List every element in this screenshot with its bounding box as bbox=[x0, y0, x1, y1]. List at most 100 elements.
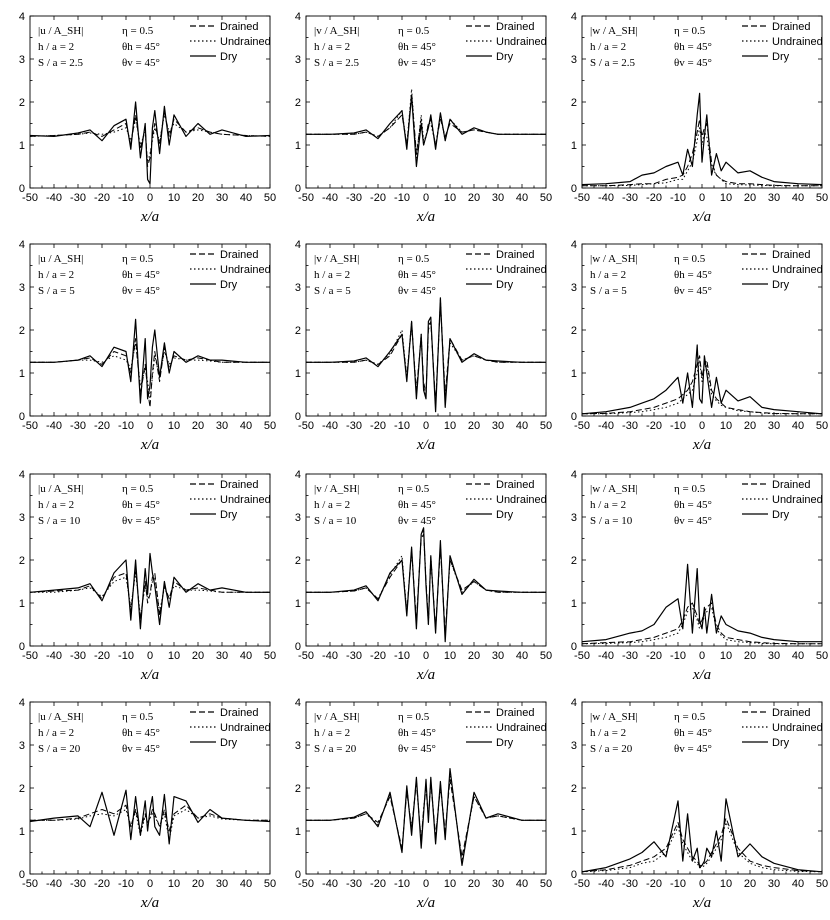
theta-h-label: θh = 45° bbox=[122, 41, 160, 53]
legend-label-undrained: Undrained bbox=[220, 494, 271, 506]
legend-label-dry: Dry bbox=[772, 51, 790, 63]
x-axis-label: x/a bbox=[692, 437, 711, 453]
x-tick-label: -10 bbox=[118, 650, 134, 662]
theta-h-label: θh = 45° bbox=[674, 499, 712, 511]
x-tick-label: 50 bbox=[540, 192, 552, 204]
series-line-undrained bbox=[30, 342, 270, 400]
series-line-undrained bbox=[582, 127, 822, 187]
x-tick-label: 10 bbox=[720, 650, 732, 662]
y-tick-label: 2 bbox=[19, 555, 25, 567]
spacing-ratio-label: S / a = 20 bbox=[314, 743, 357, 755]
legend-label-drained: Drained bbox=[496, 249, 535, 261]
x-tick-label: 40 bbox=[240, 420, 252, 432]
series-line-dry bbox=[306, 297, 546, 413]
x-tick-label: -40 bbox=[46, 650, 62, 662]
spacing-ratio-label: S / a = 10 bbox=[314, 515, 357, 527]
y-tick-label: 1 bbox=[295, 140, 301, 152]
y-tick-label: 4 bbox=[19, 239, 25, 251]
x-tick-label: -50 bbox=[22, 420, 38, 432]
series-line-dry bbox=[306, 527, 546, 643]
y-tick-label: 3 bbox=[19, 54, 25, 66]
chart-panel-5: 0 1 2 3 4 -50 -40 -30 -20 -10 0 10 20 30 40 50 x/a |v / A… bbox=[295, 239, 552, 453]
depth-ratio-label: h / a = 2 bbox=[38, 727, 74, 739]
x-tick-label: -50 bbox=[574, 650, 590, 662]
x-tick-label: -10 bbox=[394, 650, 410, 662]
x-tick-label: -40 bbox=[46, 420, 62, 432]
legend-label-undrained: Undrained bbox=[772, 264, 823, 276]
legend-label-undrained: Undrained bbox=[220, 722, 271, 734]
eta-label: η = 0.5 bbox=[674, 483, 706, 495]
x-axis-label: x/a bbox=[692, 209, 711, 225]
depth-ratio-label: h / a = 2 bbox=[314, 727, 350, 739]
y-tick-label: 0 bbox=[295, 869, 301, 881]
x-tick-label: 0 bbox=[423, 650, 429, 662]
series-line-drained bbox=[29, 110, 271, 167]
x-tick-label: 50 bbox=[540, 878, 552, 890]
y-tick-label: 1 bbox=[571, 368, 577, 380]
legend-label-dry: Dry bbox=[496, 279, 514, 291]
y-tick-label: 2 bbox=[571, 783, 577, 795]
x-tick-label: -30 bbox=[622, 192, 638, 204]
legend-label-undrained: Undrained bbox=[772, 494, 823, 506]
x-tick-label: -50 bbox=[22, 192, 38, 204]
chart-panel-8: 0 1 2 3 4 -50 -40 -30 -20 -10 0 10 20 30 40 50 x/a |v / A… bbox=[295, 469, 552, 683]
eta-label: η = 0.5 bbox=[674, 25, 706, 37]
x-tick-label: -40 bbox=[598, 192, 614, 204]
series-line-undrained bbox=[581, 606, 822, 645]
eta-label: η = 0.5 bbox=[122, 25, 154, 37]
series-line-undrained bbox=[30, 809, 270, 841]
y-tick-label: 4 bbox=[19, 11, 25, 23]
x-tick-label: -50 bbox=[298, 192, 314, 204]
y-tick-label: 1 bbox=[295, 598, 301, 610]
legend-label-undrained: Undrained bbox=[772, 722, 823, 734]
y-tick-label: 0 bbox=[571, 183, 577, 195]
theta-v-label: θv = 45° bbox=[122, 743, 160, 755]
y-tick-label: 2 bbox=[19, 97, 25, 109]
series-line-dry bbox=[306, 767, 546, 866]
eta-label: η = 0.5 bbox=[398, 25, 430, 37]
component-label: |u / A_SH| bbox=[38, 483, 83, 495]
spacing-ratio-label: S / a = 5 bbox=[314, 285, 351, 297]
x-tick-label: 50 bbox=[264, 192, 276, 204]
x-tick-label: 10 bbox=[444, 420, 456, 432]
x-axis-label: x/a bbox=[140, 895, 159, 911]
y-tick-label: 4 bbox=[571, 239, 577, 251]
x-tick-label: 20 bbox=[468, 878, 480, 890]
series-line-drained bbox=[581, 355, 822, 415]
legend-label-dry: Dry bbox=[496, 509, 514, 521]
y-tick-label: 3 bbox=[571, 512, 577, 524]
x-tick-label: -10 bbox=[670, 650, 686, 662]
x-tick-label: -30 bbox=[70, 192, 86, 204]
theta-h-label: θh = 45° bbox=[122, 499, 160, 511]
theta-h-label: θh = 45° bbox=[674, 269, 712, 281]
theta-v-label: θv = 45° bbox=[398, 743, 436, 755]
theta-v-label: θv = 45° bbox=[398, 515, 436, 527]
x-axis-label: x/a bbox=[416, 667, 435, 683]
x-tick-label: 20 bbox=[468, 650, 480, 662]
y-tick-label: 0 bbox=[295, 411, 301, 423]
y-tick-label: 2 bbox=[295, 97, 301, 109]
x-tick-label: -20 bbox=[94, 878, 110, 890]
x-tick-label: 10 bbox=[168, 650, 180, 662]
legend-label-drained: Drained bbox=[772, 21, 811, 33]
x-tick-label: 20 bbox=[744, 878, 756, 890]
y-tick-label: 3 bbox=[571, 740, 577, 752]
legend-label-dry: Dry bbox=[772, 509, 790, 521]
spacing-ratio-label: S / a = 2.5 bbox=[38, 57, 84, 69]
theta-h-label: θh = 45° bbox=[398, 269, 436, 281]
x-tick-label: 50 bbox=[816, 650, 828, 662]
x-tick-label: -20 bbox=[646, 878, 662, 890]
x-tick-label: -50 bbox=[574, 878, 590, 890]
legend-label-drained: Drained bbox=[220, 707, 259, 719]
component-label: |u / A_SH| bbox=[38, 25, 83, 37]
x-tick-label: -10 bbox=[394, 878, 410, 890]
eta-label: η = 0.5 bbox=[398, 483, 430, 495]
x-tick-label: 10 bbox=[444, 650, 456, 662]
x-tick-label: 50 bbox=[816, 192, 828, 204]
x-tick-label: -10 bbox=[394, 192, 410, 204]
legend-label-undrained: Undrained bbox=[496, 264, 547, 276]
y-tick-label: 3 bbox=[19, 282, 25, 294]
x-tick-label: 30 bbox=[768, 878, 780, 890]
theta-h-label: θh = 45° bbox=[674, 41, 712, 53]
legend-label-drained: Drained bbox=[220, 479, 259, 491]
